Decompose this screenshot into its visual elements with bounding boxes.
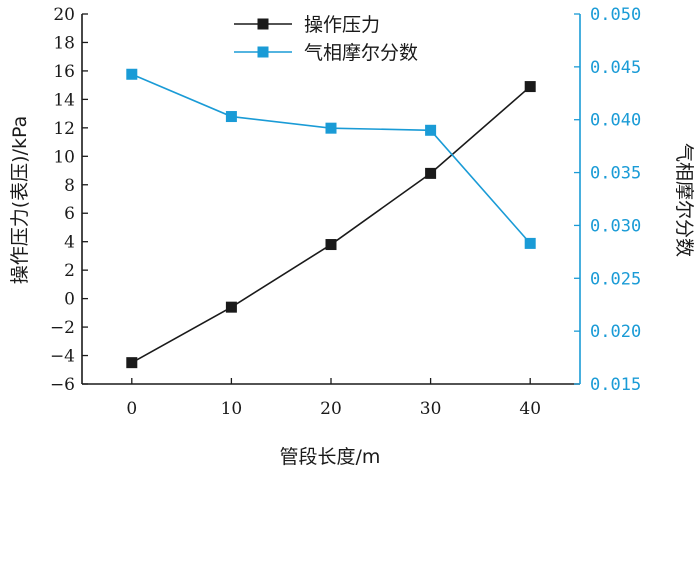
pressure-data-point xyxy=(126,357,138,369)
pressure-data-point xyxy=(325,239,337,251)
series-layer xyxy=(126,68,536,369)
right-y-tick-label: 0.045 xyxy=(590,58,641,78)
right-y-tick-label: 0.030 xyxy=(590,216,641,236)
gas-fraction-data-point xyxy=(425,124,437,136)
x-tick-label: 20 xyxy=(320,399,342,419)
right-y-tick-label: 0.050 xyxy=(590,5,641,25)
left-y-tick-label: 2 xyxy=(64,261,75,281)
left-y-tick-label: 0 xyxy=(64,290,75,310)
left-y-axis-label: 操作压力(表压)/kPa xyxy=(9,116,31,284)
x-tick-label: 0 xyxy=(126,399,137,419)
x-tick-label: 30 xyxy=(420,399,442,419)
right-y-tick-label: 0.025 xyxy=(590,269,641,289)
left-y-ticks: −6 −4 −2 0 2 4 6 8 10 12 14 16 18 20 xyxy=(50,5,88,395)
left-y-tick-label: 10 xyxy=(53,147,75,167)
legend-gas-fraction-marker xyxy=(257,46,269,58)
legend-pressure-label: 操作压力 xyxy=(304,14,380,36)
right-y-tick-label: 0.040 xyxy=(590,111,641,131)
x-ticks: 0 10 20 30 40 xyxy=(126,378,541,419)
right-y-axis-label: 气相摩尔分数 xyxy=(673,143,695,257)
right-y-tick-label: 0.035 xyxy=(590,164,641,184)
left-y-tick-label: 14 xyxy=(53,90,75,110)
x-axis-label: 管段长度/m xyxy=(280,446,381,468)
left-y-tick-label: −6 xyxy=(50,375,75,395)
legend-gas-fraction-label: 气相摩尔分数 xyxy=(304,42,418,64)
left-y-tick-label: 16 xyxy=(53,62,75,82)
left-y-tick-label: −2 xyxy=(50,318,75,338)
right-y-tick-label: 0.015 xyxy=(590,375,641,395)
left-y-tick-label: 6 xyxy=(64,204,75,224)
left-y-tick-label: 4 xyxy=(64,233,75,253)
left-y-tick-label: 12 xyxy=(53,119,75,139)
right-y-ticks: 0.015 0.020 0.025 0.030 0.035 0.040 0.045 0.050 xyxy=(574,5,641,395)
x-tick-label: 40 xyxy=(519,399,541,419)
legend-pressure-marker xyxy=(257,18,269,30)
left-y-tick-label: 20 xyxy=(53,5,75,25)
pressure-data-point xyxy=(524,81,536,93)
gas-fraction-data-point xyxy=(524,237,536,249)
gas-fraction-data-point xyxy=(126,68,138,80)
right-y-tick-label: 0.020 xyxy=(590,322,641,342)
pressure-data-point xyxy=(425,167,437,179)
left-y-tick-label: 18 xyxy=(53,33,75,53)
pressure-data-point xyxy=(225,301,237,313)
gas-fraction-data-point xyxy=(325,122,337,134)
left-y-tick-label: 8 xyxy=(64,176,75,196)
gas-fraction-series-line xyxy=(131,73,531,244)
left-y-tick-label: −4 xyxy=(50,347,75,367)
gas-fraction-data-point xyxy=(225,111,237,123)
axes xyxy=(81,14,581,385)
x-tick-label: 10 xyxy=(221,399,243,419)
